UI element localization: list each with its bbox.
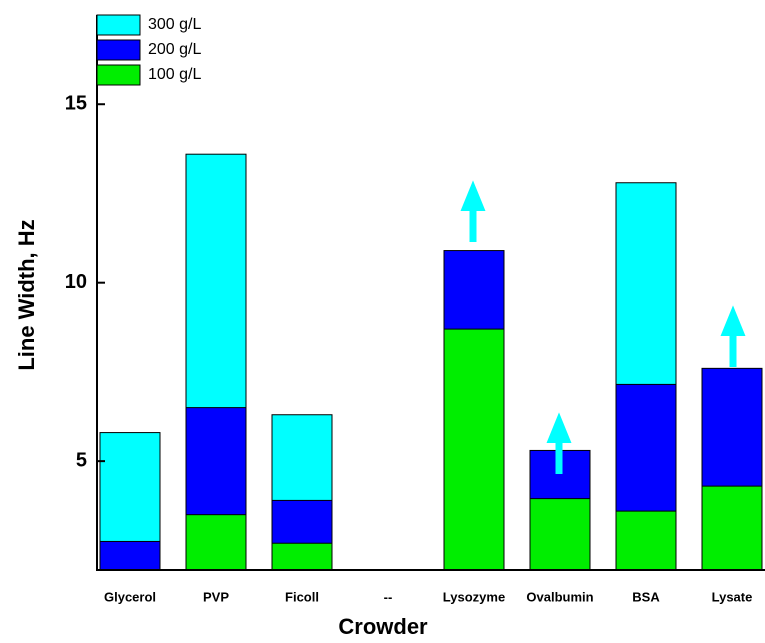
bar <box>99 540 161 571</box>
bar <box>701 485 763 571</box>
y-axis-title: Line Width, Hz <box>14 219 39 370</box>
legend-label: 100 g/L <box>148 66 201 83</box>
legend-swatch <box>96 39 141 61</box>
x-axis-title: Crowder <box>338 614 428 639</box>
arrows <box>460 180 746 474</box>
x-tick-label: PVP <box>203 589 229 604</box>
y-tick-label: 15 <box>65 93 87 115</box>
arrow <box>460 180 486 211</box>
arrow <box>720 305 746 336</box>
bar <box>615 510 677 571</box>
legend-label: 300 g/L <box>148 16 201 33</box>
arrow <box>546 412 572 443</box>
bar <box>271 542 333 571</box>
x-tick-label: Glycerol <box>104 589 156 604</box>
x-tick-label: Ficoll <box>285 589 319 604</box>
x-tick-label: -- <box>384 589 393 604</box>
bar <box>185 514 247 571</box>
bar <box>529 498 591 571</box>
y-tick-label: 5 <box>76 449 87 471</box>
bars <box>99 153 763 571</box>
y-tick-label: 10 <box>65 271 87 293</box>
x-tick-label: BSA <box>632 589 660 604</box>
x-tick-label: Lysozyme <box>443 589 505 604</box>
x-tick-label: Ovalbumin <box>526 589 593 604</box>
legend-swatch <box>96 64 141 86</box>
legend-label: 200 g/L <box>148 41 201 58</box>
x-tick-label: Lysate <box>712 589 753 604</box>
legend-swatch <box>96 14 141 36</box>
bar <box>443 328 505 571</box>
